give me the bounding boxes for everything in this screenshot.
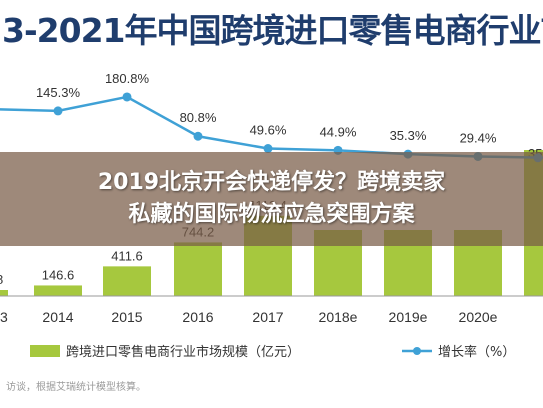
growth-point-2016: [193, 131, 203, 141]
x-axis: 3 2014 2015 2016 2017 2018e 2019e 2020e: [0, 295, 543, 325]
bar-label-fragment-left: 8: [0, 272, 3, 287]
growth-label-2014: 145.3%: [36, 85, 81, 100]
growth-point-2015: [122, 92, 132, 102]
growth-point-2017: [263, 144, 273, 154]
x-tick-2017: 2017: [252, 309, 283, 325]
bar-fragment: [0, 290, 8, 296]
legend: 跨境进口零售电商行业市场规模（亿元） 增长率（%）: [30, 344, 515, 360]
x-tick-2014: 2014: [42, 309, 73, 325]
x-tick-2018e: 2018e: [319, 309, 358, 325]
growth-label-2015: 180.8%: [105, 71, 150, 86]
growth-line-series: 145.3% 180.8% 80.8% 49.6% 44.9% 35.3% 29.4%: [0, 71, 543, 163]
headline-line-1: 2019北京开会快递停发？跨境卖家: [97, 170, 446, 195]
headline-line-2: 私藏的国际物流应急突围方案: [128, 202, 415, 227]
bar-label-2014: 146.6: [42, 267, 75, 282]
x-tick-2015: 2015: [111, 309, 142, 325]
source-footnote: 访谈，根据艾瑞统计模型核算。: [6, 382, 146, 393]
chart-title: 3-2021年中国跨境进口零售电商行业市场: [2, 11, 543, 50]
legend-swatch-bar: [30, 345, 60, 357]
legend-label-line: 增长率（%）: [438, 344, 515, 360]
headline-banner: 2019北京开会快递停发？跨境卖家 私藏的国际物流应急突围方案: [0, 152, 543, 246]
x-tick-3: 3: [0, 309, 8, 325]
bar-label-2015: 411.6: [111, 248, 143, 263]
growth-label-2020e: 29.4%: [460, 130, 497, 145]
x-tick-2020e: 2020e: [459, 309, 498, 325]
growth-point-2014: [53, 106, 63, 116]
growth-label-2018e: 44.9%: [320, 124, 357, 139]
growth-label-2017: 49.6%: [250, 123, 287, 138]
bar-2016: [174, 242, 222, 296]
bar-2014: [34, 285, 82, 296]
bar-2015: [103, 266, 151, 296]
legend-marker-line: [413, 347, 421, 355]
x-tick-2016: 2016: [182, 309, 213, 325]
legend-label-bar: 跨境进口零售电商行业市场规模（亿元）: [66, 344, 300, 360]
x-tick-2019e: 2019e: [389, 309, 428, 325]
growth-label-2016: 80.8%: [180, 110, 217, 125]
growth-label-2019e: 35.3%: [390, 128, 427, 143]
